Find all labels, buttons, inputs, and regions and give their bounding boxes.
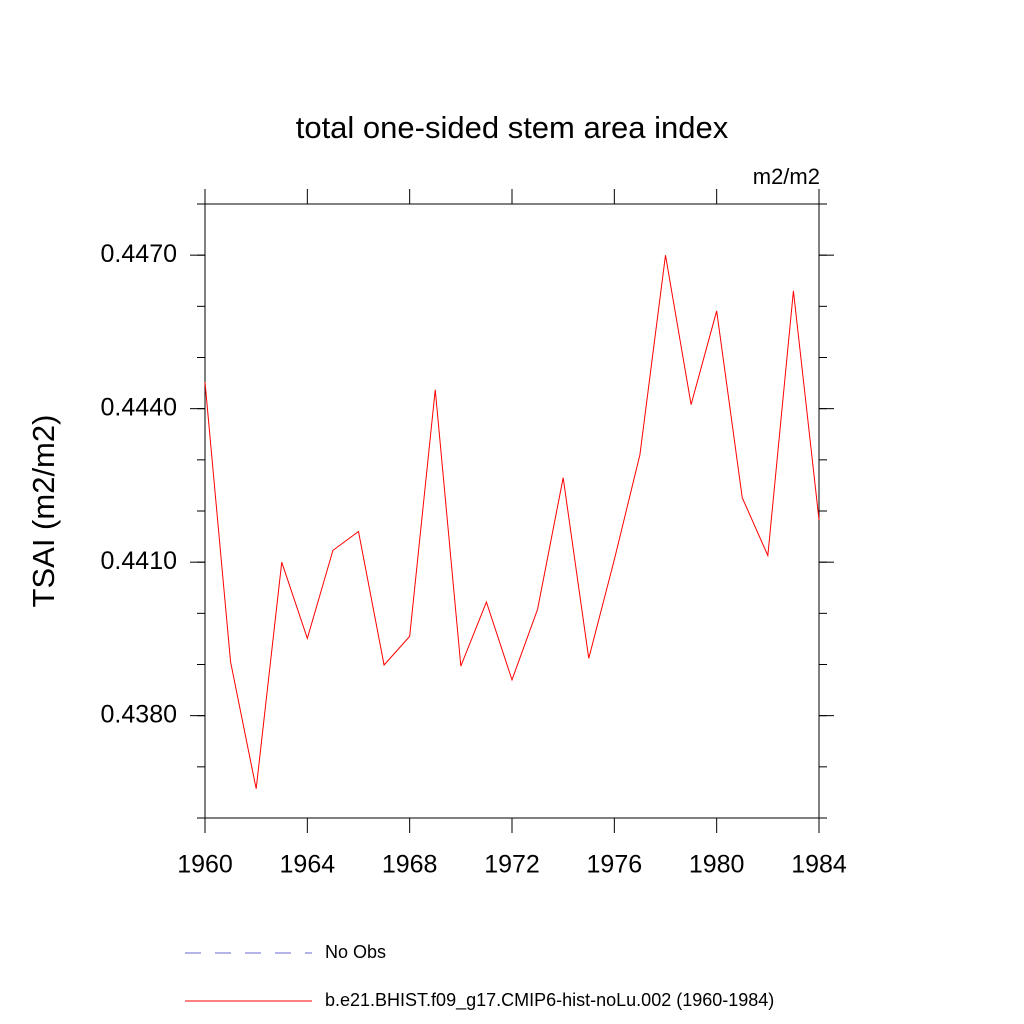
x-tick-label: 1968 [382, 851, 438, 879]
chart-title: total one-sided stem area index [296, 110, 729, 145]
x-tick-label: 1960 [177, 851, 233, 879]
x-tick-label: 1976 [587, 851, 643, 879]
legend-label: No Obs [325, 942, 386, 962]
y-tick-label: 0.4380 [101, 700, 177, 728]
data-line [204, 255, 820, 789]
y-tick-label: 0.4440 [101, 393, 177, 421]
x-tick-label: 1980 [689, 851, 745, 879]
y-tick-label: 0.4410 [101, 547, 177, 575]
legend-label: b.e21.BHIST.f09_g17.CMIP6-hist-noLu.002 … [325, 990, 774, 1011]
units-label: m2/m2 [753, 164, 820, 189]
x-tick-label: 1972 [484, 851, 540, 879]
y-tick-label: 0.4470 [101, 240, 177, 268]
x-tick-label: 1964 [280, 851, 336, 879]
x-tick-label: 1984 [791, 851, 847, 879]
plot-frame [204, 203, 820, 819]
y-axis-label: TSAI (m2/m2) [26, 415, 61, 608]
